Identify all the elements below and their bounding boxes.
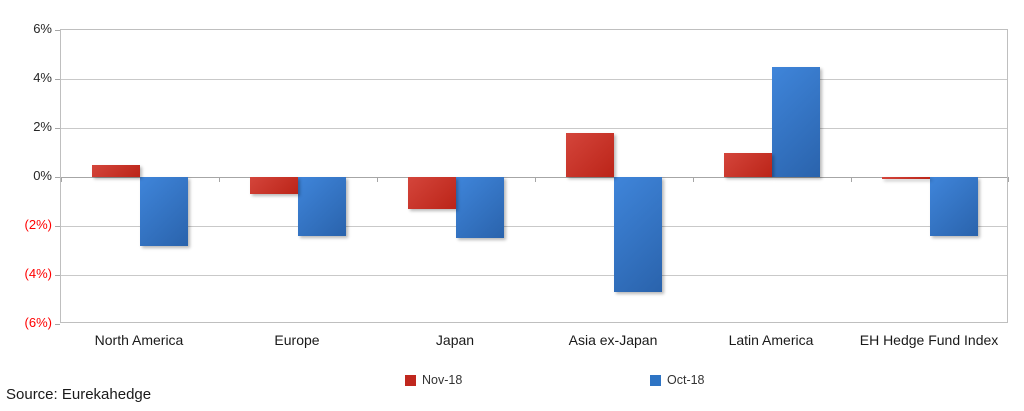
bar-oct-18-europe xyxy=(298,177,346,236)
category-axis: North America Europe Japan Asia ex-Japan Lat… xyxy=(60,331,1008,349)
y-axis-tick xyxy=(55,225,60,227)
legend: Nov-18 Oct-18 xyxy=(0,371,1024,389)
bar-nov-18-latin-america xyxy=(724,152,772,177)
y-axis-tick xyxy=(55,127,60,129)
y-axis-tick xyxy=(55,29,60,31)
legend-item-nov-18: Nov-18 xyxy=(405,371,462,389)
legend-label-nov-18: Nov-18 xyxy=(422,373,463,387)
bar-oct-18-latin-america xyxy=(772,66,820,177)
bar-nov-18-asia-ex-japan xyxy=(566,132,614,177)
category-axis-tick xyxy=(219,177,220,182)
plot-area xyxy=(55,29,1009,325)
category-label-north-america: North America xyxy=(94,332,184,348)
gridline xyxy=(61,127,1007,129)
y-axis-tick-label: (6%) xyxy=(24,315,52,330)
y-axis-tick-label: (2%) xyxy=(24,217,52,232)
category-axis-tick xyxy=(377,177,378,182)
y-axis: 6% 4% 2% 0% (2%) (4%) (6%) xyxy=(0,0,52,340)
y-axis-tick-label: 4% xyxy=(33,70,52,85)
category-label-asia-ex-japan: Asia ex-Japan xyxy=(568,332,658,348)
bar-oct-18-asia-ex-japan xyxy=(614,177,662,293)
y-axis-tick xyxy=(55,176,60,178)
y-axis-tick xyxy=(55,274,60,276)
y-axis-tick-label: 0% xyxy=(33,168,52,183)
bar-oct-18-north-america xyxy=(140,177,188,246)
legend-item-oct-18: Oct-18 xyxy=(650,371,705,389)
category-axis-tick xyxy=(693,177,694,182)
y-axis-tick-label: 6% xyxy=(33,21,52,36)
category-label-japan: Japan xyxy=(435,332,475,348)
legend-label-oct-18: Oct-18 xyxy=(667,373,705,387)
y-axis-tick xyxy=(55,78,60,80)
gridline xyxy=(61,78,1007,80)
bar-nov-18-eh-hedge-fund-index xyxy=(882,177,930,180)
category-axis-tick xyxy=(535,177,536,182)
bar-nov-18-europe xyxy=(250,177,298,195)
bar-nov-18-japan xyxy=(408,177,456,209)
category-axis-tick xyxy=(851,177,852,182)
legend-swatch-nov-18-icon xyxy=(405,374,416,386)
bar-oct-18-japan xyxy=(456,177,504,239)
gridline xyxy=(61,274,1007,276)
category-label-europe: Europe xyxy=(274,332,320,348)
legend-swatch-oct-18-icon xyxy=(650,374,661,386)
bar-nov-18-north-america xyxy=(92,164,140,177)
category-axis-tick xyxy=(1008,177,1009,182)
category-label-latin-america: Latin America xyxy=(728,332,814,348)
y-axis-tick-label: (4%) xyxy=(24,266,52,281)
y-axis-tick xyxy=(55,323,60,325)
source-text: Source: Eurekahedge xyxy=(6,386,152,403)
zero-axis-line xyxy=(61,176,1007,178)
category-label-eh-hedge-fund-index: EH Hedge Fund Index xyxy=(859,332,999,348)
bar-oct-18-eh-hedge-fund-index xyxy=(930,177,978,236)
y-axis-tick-label: 2% xyxy=(33,119,52,134)
category-axis-tick xyxy=(61,177,62,182)
gridline xyxy=(61,225,1007,227)
